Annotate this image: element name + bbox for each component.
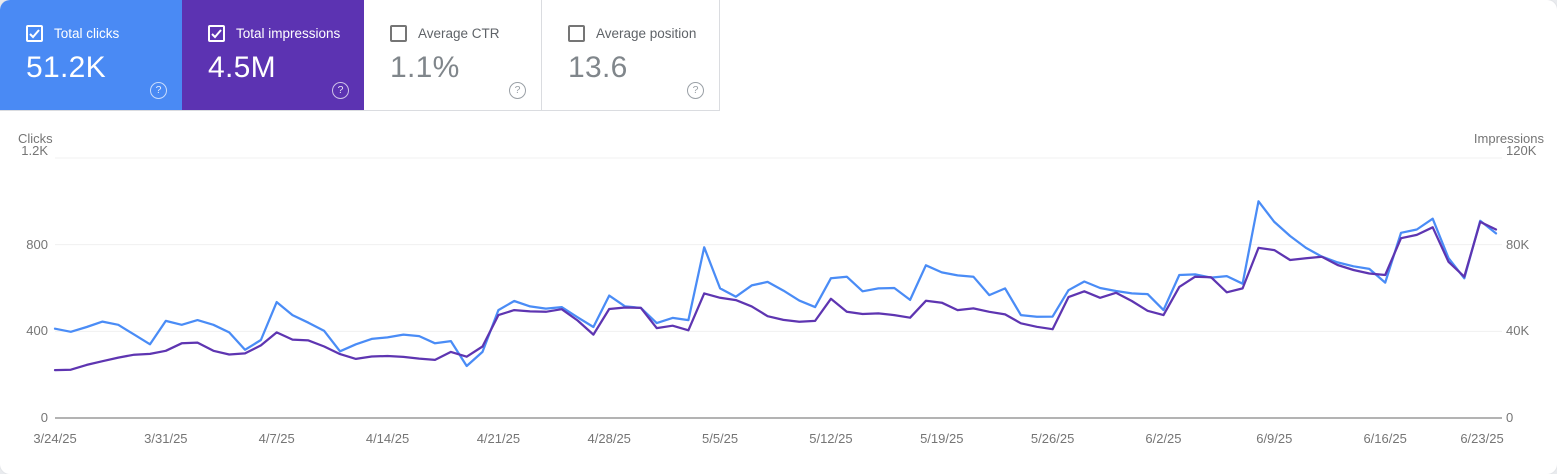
checkbox-unchecked-icon[interactable] (568, 25, 585, 42)
card-value: 51.2K (26, 51, 106, 84)
x-axis-label: 4/21/25 (476, 431, 521, 446)
metric-cards-row: Total clicks 51.2K ? Total impressions 4… (0, 0, 720, 111)
card-header: Average CTR (390, 25, 541, 42)
card-average-ctr[interactable]: Average CTR 1.1% ? (364, 0, 541, 110)
x-axis-label: 3/24/25 (33, 431, 77, 446)
x-axis-label: 4/28/25 (587, 431, 631, 446)
card-total-clicks[interactable]: Total clicks 51.2K ? (0, 0, 182, 110)
x-axis-label: 6/16/25 (1363, 431, 1407, 446)
card-average-position[interactable]: Average position 13.6 ? (541, 0, 719, 110)
y-tick-label-left: 800 (26, 236, 48, 252)
x-axis-label: 4/14/25 (365, 431, 410, 446)
x-axis-label: 4/7/25 (258, 431, 295, 446)
card-total-impressions[interactable]: Total impressions 4.5M ? (182, 0, 364, 110)
card-header: Average position (568, 25, 719, 42)
checkbox-checked-icon[interactable] (26, 25, 43, 42)
y-tick-label-right: 120K (1506, 143, 1537, 158)
card-value: 4.5M (208, 51, 276, 84)
checkbox-unchecked-icon[interactable] (390, 25, 407, 42)
card-header: Total impressions (208, 25, 364, 42)
right-axis-title: Impressions (1473, 131, 1544, 146)
y-tick-label-left: 1.2K (21, 143, 48, 158)
card-value: 1.1% (390, 51, 460, 84)
help-icon[interactable]: ? (509, 82, 526, 99)
x-axis-label: 5/5/25 (701, 431, 739, 446)
card-header: Total clicks (26, 25, 182, 42)
y-tick-label-left: 400 (26, 323, 48, 339)
total-clicks-line[interactable] (53, 200, 1498, 368)
x-axis-label: 6/23/25 (1460, 431, 1504, 446)
total-impressions-line[interactable] (53, 220, 1498, 372)
card-label: Total clicks (54, 26, 120, 41)
x-axis-label: 6/2/25 (1145, 431, 1182, 446)
help-icon[interactable]: ? (150, 82, 167, 99)
card-label: Average CTR (418, 26, 500, 41)
y-tick-label-right: 40K (1506, 323, 1530, 339)
checkmark-icon (211, 28, 222, 38)
checkmark-icon (29, 28, 40, 38)
x-axis-label: 3/31/25 (144, 431, 188, 446)
left-axis-title: Clicks (18, 131, 53, 146)
y-tick-label-left: 0 (40, 410, 48, 425)
x-axis-label: 5/19/25 (920, 431, 964, 446)
y-tick-label-right: 0 (1506, 410, 1514, 425)
card-label: Total impressions (236, 26, 341, 41)
x-axis-label: 6/9/25 (1256, 431, 1293, 446)
help-icon[interactable]: ? (332, 82, 349, 99)
x-axis-label: 5/26/25 (1030, 431, 1075, 446)
card-value: 13.6 (568, 51, 628, 84)
x-axis-label: 5/12/25 (809, 431, 853, 446)
y-tick-label-right: 80K (1506, 236, 1530, 252)
help-icon[interactable]: ? (687, 82, 704, 99)
checkbox-checked-icon[interactable] (208, 25, 225, 42)
card-label: Average position (596, 26, 697, 41)
